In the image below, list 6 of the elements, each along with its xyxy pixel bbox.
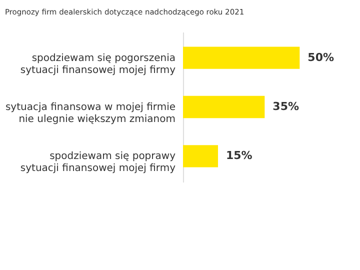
y-tick-label: spodziewam się pogorszenia sytuacji finansowej mojej firmy <box>20 52 176 76</box>
y-tick-label: sytuacja finansowa w mojej firmie nie ulegnie większym zmianom <box>5 102 176 125</box>
data-label: 35% <box>272 100 300 113</box>
data-label: 15% <box>226 149 252 162</box>
data-label: 50% <box>308 50 334 64</box>
y-tick-label: spodziewam się poprawy sytuacji finansowej mojej firmy <box>20 151 176 174</box>
